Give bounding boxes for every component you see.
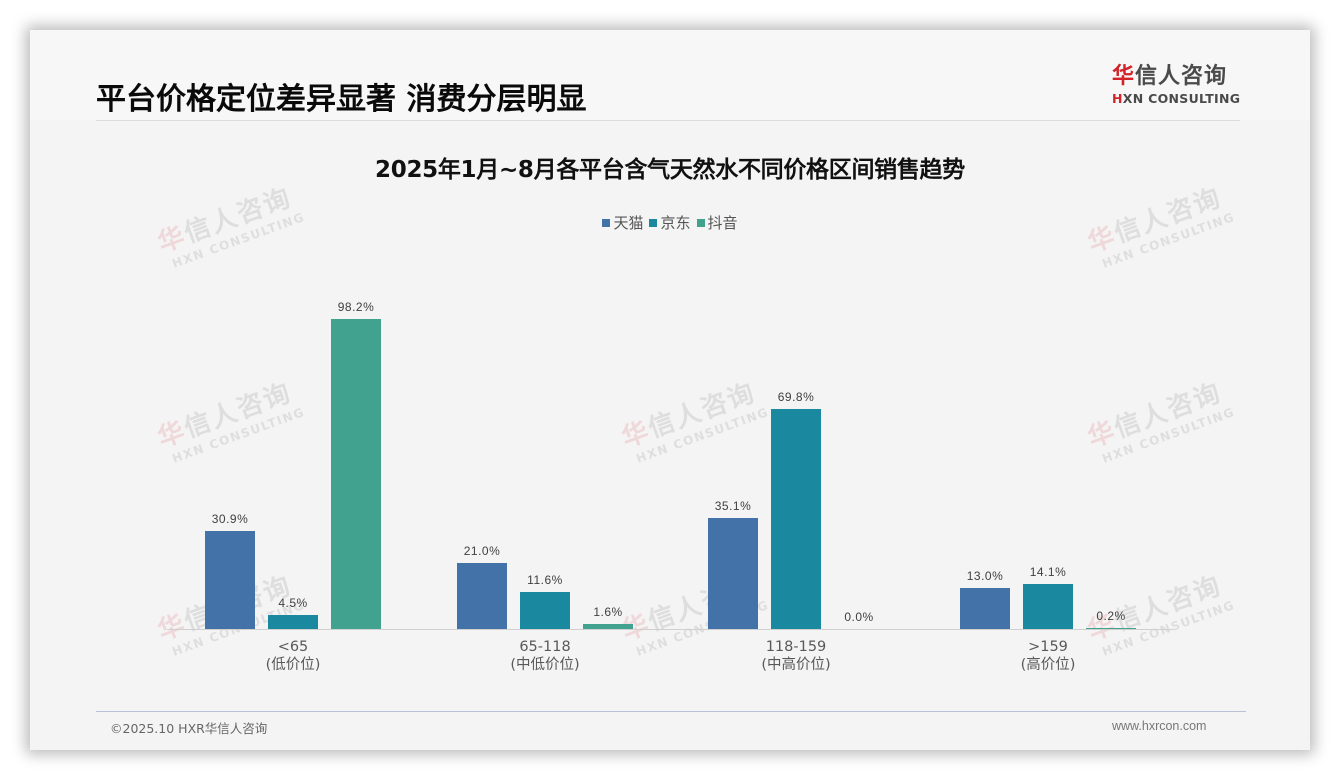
category-tier: (高价位) — [1020, 657, 1076, 673]
legend-label: 天猫 — [613, 214, 644, 232]
legend-swatch-icon — [649, 219, 658, 227]
bar-jd-2 — [771, 408, 821, 629]
legend-label: 抖音 — [707, 214, 738, 232]
page-title: 平台价格定位差异显著 消费分层明显 — [96, 82, 587, 117]
data-label: 69.8% — [777, 389, 815, 404]
bar-tmall-2 — [708, 518, 758, 629]
x-axis-category-label: >159 (高价位) — [948, 638, 1148, 674]
category-tier: (中高价位) — [761, 657, 831, 673]
logo-text: 信人咨询 — [1135, 64, 1228, 89]
chart-title: 2025年1月~8月各平台含气天然水不同价格区间销售趋势 — [375, 157, 965, 183]
plot-area: 30.9% 4.5% 98.2% <65 (低价位) 21.0% 11.6% 1.6% 65-1… — [30, 30, 1310, 750]
data-label: 14.1% — [1029, 565, 1067, 580]
legend-label: 京东 — [660, 214, 691, 232]
footer-divider — [96, 711, 1246, 712]
logo-chinese: 华信人咨询 — [1112, 64, 1242, 90]
data-label: 4.5% — [278, 595, 308, 610]
header-divider — [96, 120, 1240, 121]
footer-copyright: ©2025.10 HXR华信人咨询 — [110, 721, 268, 736]
logo-en-text: XN CONSULTING — [1122, 91, 1241, 106]
category-tier: (低价位) — [265, 657, 321, 673]
bar-tmall-1 — [457, 562, 507, 629]
x-axis-category-label: 118-159 (中高价位) — [696, 638, 896, 674]
bar-jd-3 — [1023, 584, 1073, 629]
category-range: 118-159 — [765, 639, 827, 655]
category-range: 65-118 — [519, 639, 571, 655]
header-band — [30, 30, 1310, 120]
bar-tmall-3 — [960, 587, 1010, 629]
category-range: >159 — [1028, 639, 1068, 655]
data-label: 11.6% — [527, 573, 563, 588]
x-axis-category-label: 65-118 (中低价位) — [445, 638, 645, 674]
legend-swatch-icon — [602, 219, 611, 227]
x-axis-category-label: <65 (低价位) — [193, 638, 393, 674]
data-label: 0.0% — [844, 610, 874, 624]
bar-douyin-1 — [583, 623, 633, 629]
legend-swatch-icon — [696, 219, 705, 227]
slide-card: 平台价格定位差异显著 消费分层明显 华信人咨询 HXN CONSULTING 华… — [30, 30, 1310, 750]
data-label: 98.2% — [337, 299, 375, 314]
category-tier: (中低价位) — [510, 657, 580, 673]
logo-en-red-char: H — [1112, 91, 1123, 106]
legend-item-douyin: 抖音 — [696, 212, 738, 233]
category-range: <65 — [277, 639, 309, 655]
data-label: 1.6% — [593, 604, 623, 619]
legend-item-tmall: 天猫 — [602, 212, 643, 233]
bar-jd-0 — [268, 614, 318, 629]
company-logo: 华信人咨询 HXN CONSULTING — [1112, 64, 1242, 106]
data-label: 21.0% — [463, 543, 501, 558]
logo-english: HXN CONSULTING — [1112, 91, 1242, 106]
x-axis-line — [167, 629, 1173, 630]
bar-tmall-0 — [205, 531, 255, 629]
data-label: 35.1% — [714, 499, 752, 514]
data-label: 30.9% — [211, 512, 249, 527]
bar-douyin-3 — [1086, 628, 1136, 629]
bar-jd-1 — [520, 592, 570, 629]
legend-item-jd: 京东 — [649, 212, 691, 233]
bar-douyin-0 — [331, 318, 381, 629]
data-label: 13.0% — [966, 568, 1004, 583]
data-label: 0.2% — [1096, 609, 1126, 623]
logo-red-char: 华 — [1112, 64, 1136, 89]
footer-website: www.hxrcon.com — [1112, 719, 1207, 733]
chart-legend: 天猫 京东 抖音 — [30, 212, 1310, 233]
